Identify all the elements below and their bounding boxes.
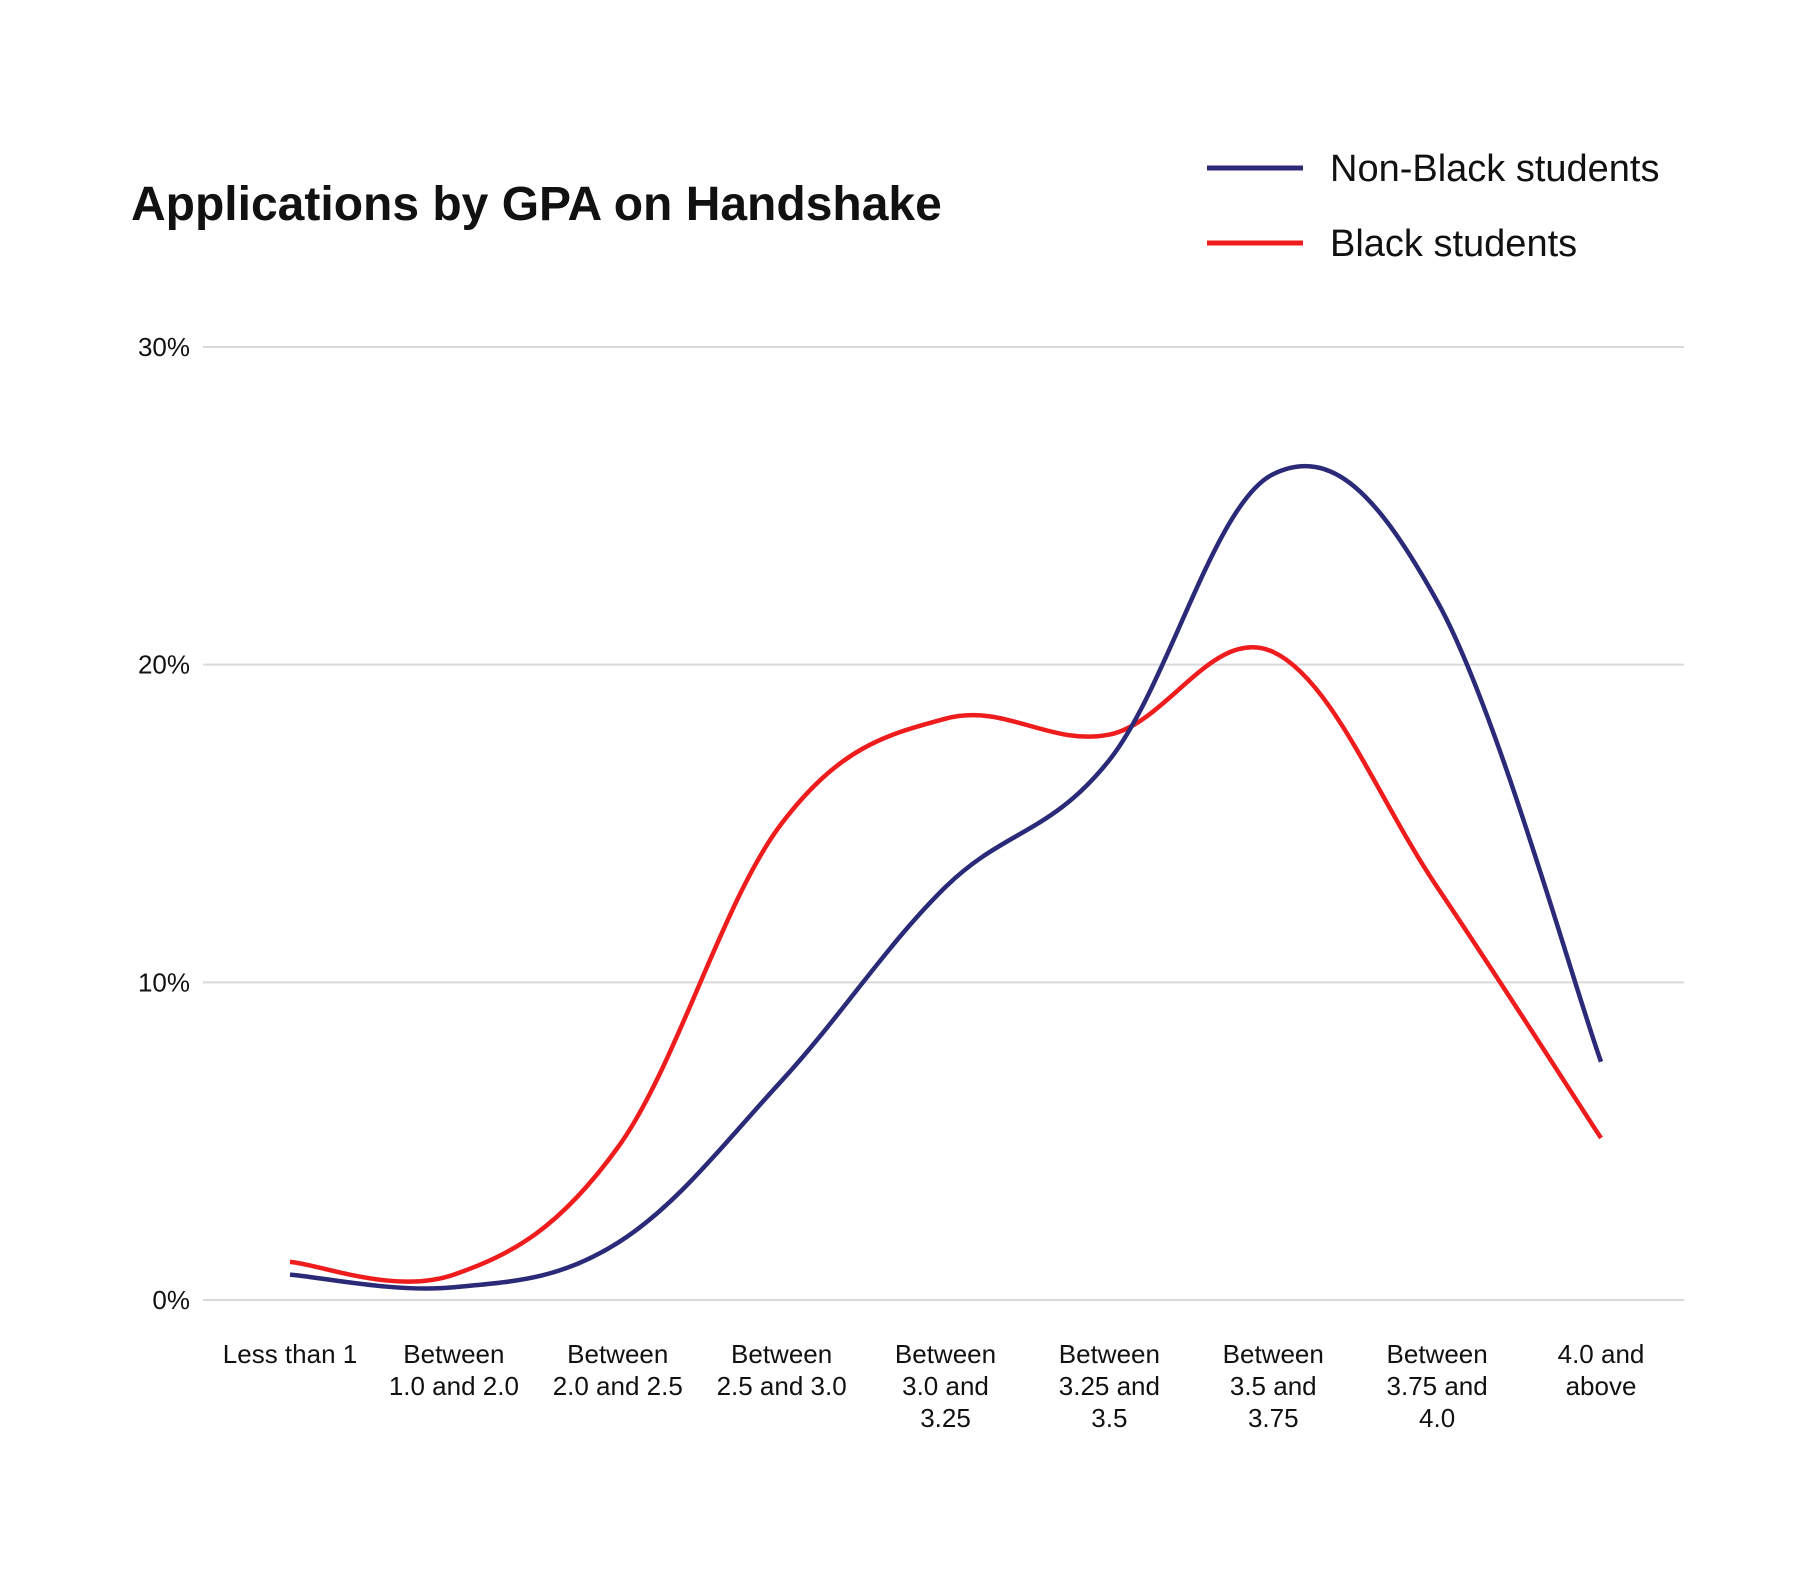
x-tick-label: Between 2.0 and 2.5 <box>553 1339 683 1401</box>
x-tick-label-line: Between <box>1223 1339 1324 1369</box>
legend: Non-Black students Black students <box>1207 148 1660 265</box>
x-tick-label-line: 3.25 <box>920 1403 971 1433</box>
chart-title: Applications by GPA on Handshake <box>131 178 942 231</box>
x-tick-label-line: 3.0 and <box>902 1371 989 1401</box>
x-tick-label: Less than 1 <box>223 1339 357 1369</box>
x-tick-label-line: 3.75 and <box>1387 1371 1488 1401</box>
x-tick-label: Between 1.0 and 2.0 <box>389 1339 519 1401</box>
y-tick-label: 30% <box>138 332 190 362</box>
y-tick-label: 0% <box>152 1285 190 1315</box>
legend-label: Black students <box>1330 223 1577 265</box>
x-tick-label: Between 3.5 and 3.75 <box>1223 1339 1324 1433</box>
x-tick-label-line: 3.5 <box>1091 1403 1127 1433</box>
x-tick-label-line: above <box>1566 1371 1637 1401</box>
legend-label: Non-Black students <box>1330 148 1660 190</box>
x-tick-label-line: 2.5 and 3.0 <box>717 1371 847 1401</box>
x-tick-label-line: Between <box>1387 1339 1488 1369</box>
x-tick-label: Between 3.0 and 3.25 <box>895 1339 996 1433</box>
x-tick-label-line: 1.0 and 2.0 <box>389 1371 519 1401</box>
x-tick-label: Between 3.75 and 4.0 <box>1387 1339 1488 1433</box>
y-tick-label: 20% <box>138 650 190 680</box>
x-tick-label-line: 4.0 and <box>1558 1339 1645 1369</box>
series-line-non-black-students <box>289 463 1604 1291</box>
x-tick-label-line: 3.5 and <box>1230 1371 1317 1401</box>
x-tick-label: Between 2.5 and 3.0 <box>717 1339 847 1401</box>
x-tick-label-line: Between <box>403 1339 504 1369</box>
gridlines <box>203 346 1684 1301</box>
x-tick-label-line: Between <box>567 1339 668 1369</box>
y-axis-tick-labels: 0% 10% 20% 30% <box>138 332 190 1315</box>
x-tick-label-line: 2.0 and 2.5 <box>553 1371 683 1401</box>
series-lines <box>289 463 1604 1291</box>
x-tick-label-line: Between <box>895 1339 996 1369</box>
series-line-black-students <box>289 644 1603 1284</box>
y-tick-label: 10% <box>138 967 190 997</box>
x-tick-label-line: 3.75 <box>1248 1403 1299 1433</box>
x-tick-label-line: Between <box>731 1339 832 1369</box>
x-tick-label-line: 4.0 <box>1419 1403 1455 1433</box>
x-tick-label: 4.0 and above <box>1558 1339 1645 1401</box>
x-tick-label: Between 3.25 and 3.5 <box>1059 1339 1160 1433</box>
x-tick-label-line: Between <box>1059 1339 1160 1369</box>
x-tick-label-line: 3.25 and <box>1059 1371 1160 1401</box>
x-tick-label-line: Less than 1 <box>223 1339 357 1369</box>
